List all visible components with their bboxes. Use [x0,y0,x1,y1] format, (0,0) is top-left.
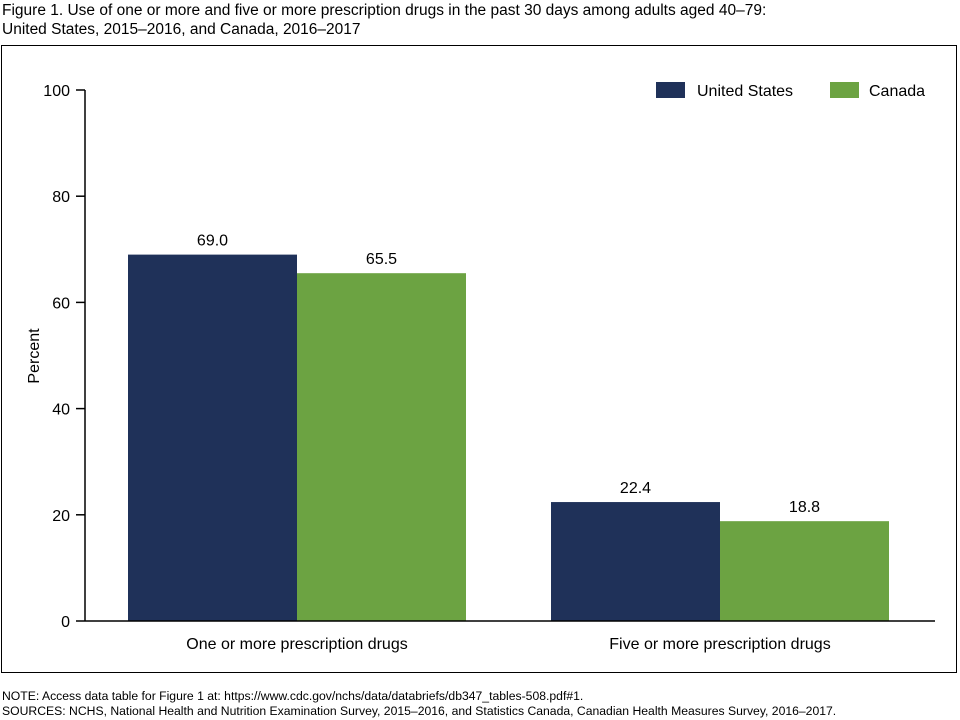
y-axis-title: Percent [26,328,43,384]
y-tick-label: 60 [52,295,70,312]
figure-title-line-2: United States, 2015–2016, and Canada, 20… [2,21,361,38]
y-tick-label: 100 [43,83,70,100]
sources-text: SOURCES: NCHS, National Health and Nutri… [2,704,837,718]
data-label: 18.8 [789,499,820,516]
legend-label: United States [697,83,793,100]
y-tick-label: 20 [52,508,70,525]
legend-label: Canada [869,83,925,100]
y-tick-label: 40 [52,402,70,419]
data-label: 65.5 [366,251,397,268]
bar [551,502,720,621]
footnotes: NOTE: Access data table for Figure 1 at:… [2,689,836,719]
chart-frame [1,45,957,673]
bar [720,521,889,621]
note-text: NOTE: Access data table for Figure 1 at:… [2,689,584,703]
y-tick-label: 80 [52,189,70,206]
legend-swatch [656,82,685,98]
data-label: 22.4 [620,480,651,497]
figure-title: Figure 1. Use of one or more and five or… [2,1,952,39]
figure-title-line-1: Figure 1. Use of one or more and five or… [2,2,767,19]
y-tick-label: 0 [61,614,70,631]
x-tick-label: Five or more prescription drugs [609,636,830,653]
bar [128,254,297,622]
bar [297,273,466,621]
x-tick-label: One or more prescription drugs [186,636,407,653]
data-label: 69.0 [197,233,228,250]
legend-swatch [830,82,859,98]
